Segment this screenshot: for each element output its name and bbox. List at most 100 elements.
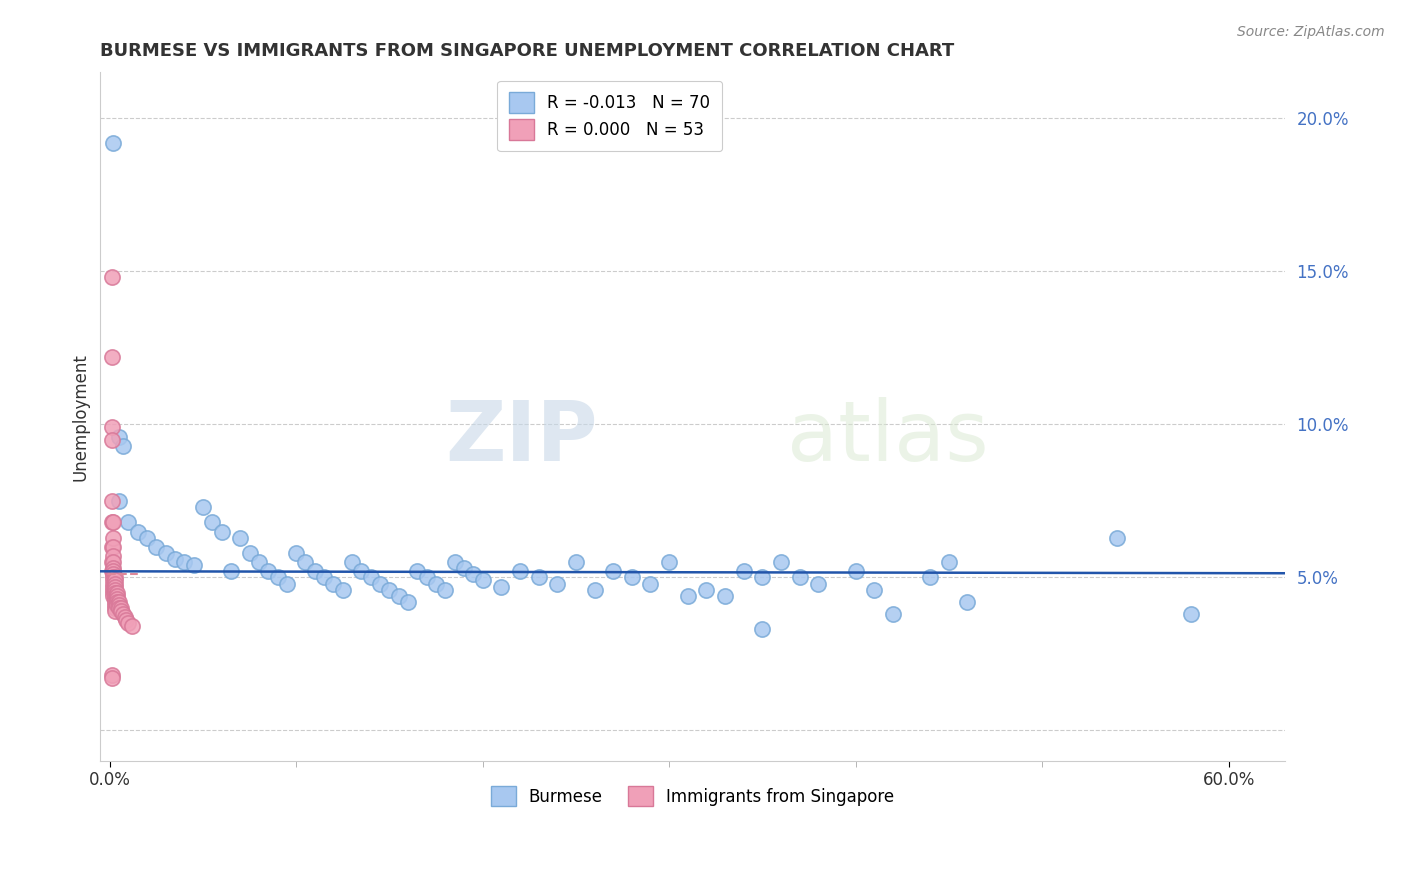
Point: [104, 570, 127, 584]
Point: [229, 531, 252, 545]
Point: [471, 574, 494, 588]
Point: [100, 668, 122, 682]
Point: [103, 136, 125, 150]
Point: [127, 524, 149, 539]
Point: [145, 540, 167, 554]
Point: [751, 570, 773, 584]
Point: [257, 564, 280, 578]
Point: [100, 564, 122, 578]
Point: [114, 610, 136, 624]
Point: [103, 582, 125, 597]
Point: [100, 672, 122, 686]
Point: [247, 555, 270, 569]
Point: [714, 589, 737, 603]
Point: [103, 576, 125, 591]
Point: [463, 567, 485, 582]
Point: [110, 604, 132, 618]
Point: [956, 595, 979, 609]
Point: [527, 570, 550, 584]
Point: [173, 555, 195, 569]
Point: [938, 555, 960, 569]
Point: [103, 564, 125, 578]
Point: [103, 555, 125, 569]
Point: [103, 516, 125, 530]
Point: [676, 589, 699, 603]
Point: [104, 589, 127, 603]
Point: [108, 598, 131, 612]
Point: [104, 598, 127, 612]
Point: [695, 582, 717, 597]
Point: [103, 586, 125, 600]
Point: [136, 531, 159, 545]
Point: [108, 494, 131, 508]
Point: [163, 552, 186, 566]
Point: [108, 595, 131, 609]
Point: [103, 574, 125, 588]
Point: [378, 582, 401, 597]
Point: [103, 540, 125, 554]
Point: [115, 613, 138, 627]
Point: [751, 623, 773, 637]
Point: [108, 430, 131, 444]
Point: [121, 619, 143, 633]
Point: [104, 586, 127, 600]
Point: [350, 564, 373, 578]
Point: [100, 270, 122, 285]
Point: [105, 595, 128, 609]
Text: Source: ZipAtlas.com: Source: ZipAtlas.com: [1237, 25, 1385, 39]
Point: [103, 589, 125, 603]
Point: [304, 564, 326, 578]
Point: [108, 601, 131, 615]
Point: [322, 576, 344, 591]
Point: [104, 582, 127, 597]
Point: [103, 570, 125, 584]
Point: [100, 350, 122, 364]
Point: [863, 582, 886, 597]
Point: [105, 589, 128, 603]
Point: [104, 601, 127, 615]
Point: [100, 494, 122, 508]
Point: [110, 601, 132, 615]
Point: [509, 564, 531, 578]
Point: [565, 555, 588, 569]
Point: [117, 516, 139, 530]
Point: [155, 546, 177, 560]
Point: [1180, 607, 1202, 622]
Point: [238, 546, 260, 560]
Point: [388, 589, 411, 603]
Point: [332, 582, 354, 597]
Text: atlas: atlas: [787, 397, 988, 478]
Point: [406, 564, 429, 578]
Point: [882, 607, 904, 622]
Point: [104, 574, 127, 588]
Point: [104, 580, 127, 594]
Point: [789, 570, 811, 584]
Point: [276, 576, 298, 591]
Point: [453, 561, 475, 575]
Point: [920, 570, 942, 584]
Point: [443, 555, 465, 569]
Point: [100, 555, 122, 569]
Point: [117, 616, 139, 631]
Point: [103, 531, 125, 545]
Point: [211, 524, 233, 539]
Point: [546, 576, 568, 591]
Point: [602, 564, 624, 578]
Point: [360, 570, 382, 584]
Point: [104, 591, 127, 606]
Point: [491, 580, 513, 594]
Point: [100, 516, 122, 530]
Point: [201, 516, 224, 530]
Point: [733, 564, 755, 578]
Point: [640, 576, 662, 591]
Point: [807, 576, 830, 591]
Legend: Burmese, Immigrants from Singapore: Burmese, Immigrants from Singapore: [482, 778, 903, 814]
Point: [266, 570, 288, 584]
Point: [105, 591, 128, 606]
Point: [111, 439, 134, 453]
Point: [100, 540, 122, 554]
Point: [105, 598, 128, 612]
Point: [219, 564, 242, 578]
Point: [415, 570, 437, 584]
Point: [368, 576, 391, 591]
